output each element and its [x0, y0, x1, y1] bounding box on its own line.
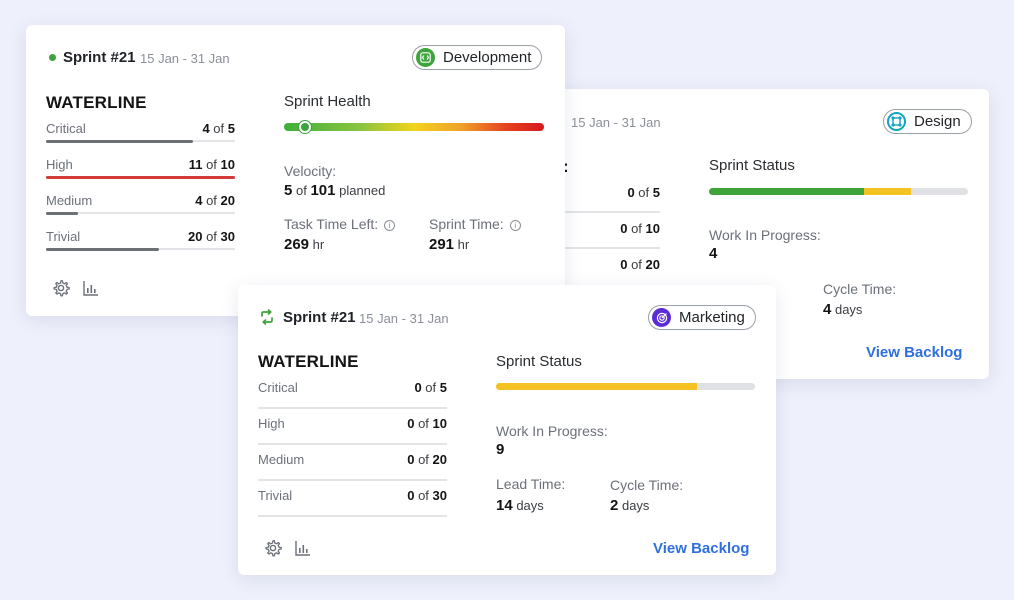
sprint-dates: 15 Jan - 31 Jan	[359, 311, 449, 326]
row-label: Medium	[258, 452, 305, 467]
table-row: Trivial 0 of 30	[258, 488, 447, 524]
row-label: High	[258, 416, 285, 431]
table-row: Medium 0 of 20	[258, 452, 447, 488]
velocity-value: 5 of 101 planned	[284, 182, 386, 199]
tag-label: Design	[914, 113, 961, 130]
table-row: High 11 of 10	[46, 157, 235, 193]
lead-time-label: Lead Time:	[496, 476, 566, 492]
status-segment-green	[709, 188, 865, 195]
waterline-partial: :	[563, 157, 569, 176]
sprint-time-label: Sprint Time: i	[429, 216, 521, 232]
cycle-time-value: 2 days	[610, 497, 650, 514]
row-label: Trivial	[258, 488, 293, 503]
row-value: 4 of 20	[195, 193, 235, 208]
row-divider	[258, 515, 447, 517]
row-value: 4 of 5	[202, 121, 235, 136]
sprint-time-value: 291 hr	[429, 236, 470, 253]
table-row: High 0 of 10	[258, 416, 447, 452]
row-label: Trivial	[46, 229, 81, 244]
row-value: 20 of 30	[187, 229, 235, 244]
progress-track	[46, 211, 235, 215]
row-value: 0 of 10	[620, 221, 660, 236]
wip-value: 4	[709, 245, 718, 262]
sprint-status-bar	[496, 383, 755, 390]
table-row: Critical 4 of 5	[46, 121, 235, 157]
sprint-card-development: Sprint #21 15 Jan - 31 Jan Development W…	[26, 25, 565, 316]
progress-track	[46, 175, 235, 179]
wip-label: Work In Progress:	[709, 227, 821, 243]
row-divider	[258, 479, 447, 481]
sprint-status-title: Sprint Status	[709, 157, 795, 174]
table-row: Medium 4 of 20	[46, 193, 235, 229]
row-value: 0 of 20	[407, 452, 447, 467]
table-row: Trivial 20 of 30	[46, 229, 235, 265]
row-value: 0 of 10	[407, 416, 447, 431]
code-icon	[416, 48, 435, 67]
row-value: 0 of 30	[407, 488, 447, 503]
sprint-dates: 15 Jan - 31 Jan	[140, 51, 230, 66]
row-value: 0 of 5	[627, 185, 660, 200]
view-backlog-link[interactable]: View Backlog	[653, 540, 750, 557]
row-divider	[258, 407, 447, 409]
waterline-title: WATERLINE	[258, 352, 359, 371]
sprint-health-marker	[298, 121, 311, 133]
status-segment-yellow	[864, 188, 911, 195]
table-row: 0 of 5	[547, 185, 660, 221]
sprint-card-marketing: Sprint #21 15 Jan - 31 Jan Marketing WAT…	[238, 285, 776, 575]
row-divider	[258, 443, 447, 445]
design-icon	[887, 112, 906, 131]
table-row: Critical 0 of 5	[258, 380, 447, 416]
row-value: 0 of 20	[620, 257, 660, 272]
lead-time-value: 14 days	[496, 497, 544, 514]
sprint-status-bar	[709, 188, 968, 195]
cycle-time-value: 4 days	[823, 301, 863, 318]
tag-development[interactable]: Development	[412, 45, 543, 70]
tag-label: Development	[443, 49, 532, 66]
wip-value: 9	[496, 441, 505, 458]
progress-track	[46, 247, 235, 251]
tag-design[interactable]: Design	[883, 109, 972, 134]
row-label: Medium	[46, 193, 93, 208]
sprint-dates: 15 Jan - 31 Jan	[571, 115, 661, 130]
progress-track	[46, 139, 235, 143]
velocity-label: Velocity:	[284, 163, 337, 179]
sprint-title: Sprint #21	[283, 309, 356, 326]
waterline-title: WATERLINE	[46, 93, 147, 112]
sprint-health-bar	[284, 123, 544, 131]
tag-marketing[interactable]: Marketing	[648, 305, 756, 330]
cycle-time-label: Cycle Time:	[610, 477, 684, 493]
row-label: Critical	[46, 121, 86, 136]
bar-chart-icon[interactable]	[294, 539, 312, 557]
sync-icon	[261, 309, 273, 325]
task-time-left-value: 269 hr	[284, 236, 325, 253]
view-backlog-link[interactable]: View Backlog	[866, 344, 963, 361]
settings-gear-icon[interactable]	[52, 279, 70, 297]
row-value: 0 of 5	[414, 380, 447, 395]
task-time-left-label: Task Time Left: i	[284, 216, 396, 232]
info-icon[interactable]: i	[509, 220, 521, 231]
target-icon	[652, 308, 671, 327]
table-row: 0 of 20	[547, 257, 660, 293]
sprint-title: Sprint #21	[63, 49, 136, 66]
status-dot-icon	[49, 54, 56, 61]
bar-chart-icon[interactable]	[82, 279, 100, 297]
row-label: High	[46, 157, 73, 172]
tag-label: Marketing	[679, 309, 745, 326]
progress-fill	[46, 139, 194, 143]
row-value: 11 of 10	[188, 157, 235, 172]
table-row: 0 of 10	[547, 221, 660, 257]
sprint-status-title: Sprint Status	[496, 353, 582, 370]
progress-fill	[46, 175, 235, 179]
row-label: Critical	[258, 380, 298, 395]
settings-gear-icon[interactable]	[264, 539, 282, 557]
progress-fill	[46, 247, 160, 251]
status-segment-yellow	[496, 383, 697, 390]
wip-label: Work In Progress:	[496, 423, 608, 439]
info-icon[interactable]: i	[384, 220, 396, 231]
sprint-health-title: Sprint Health	[284, 93, 371, 110]
cycle-time-label: Cycle Time:	[823, 281, 897, 297]
progress-fill	[46, 211, 79, 215]
